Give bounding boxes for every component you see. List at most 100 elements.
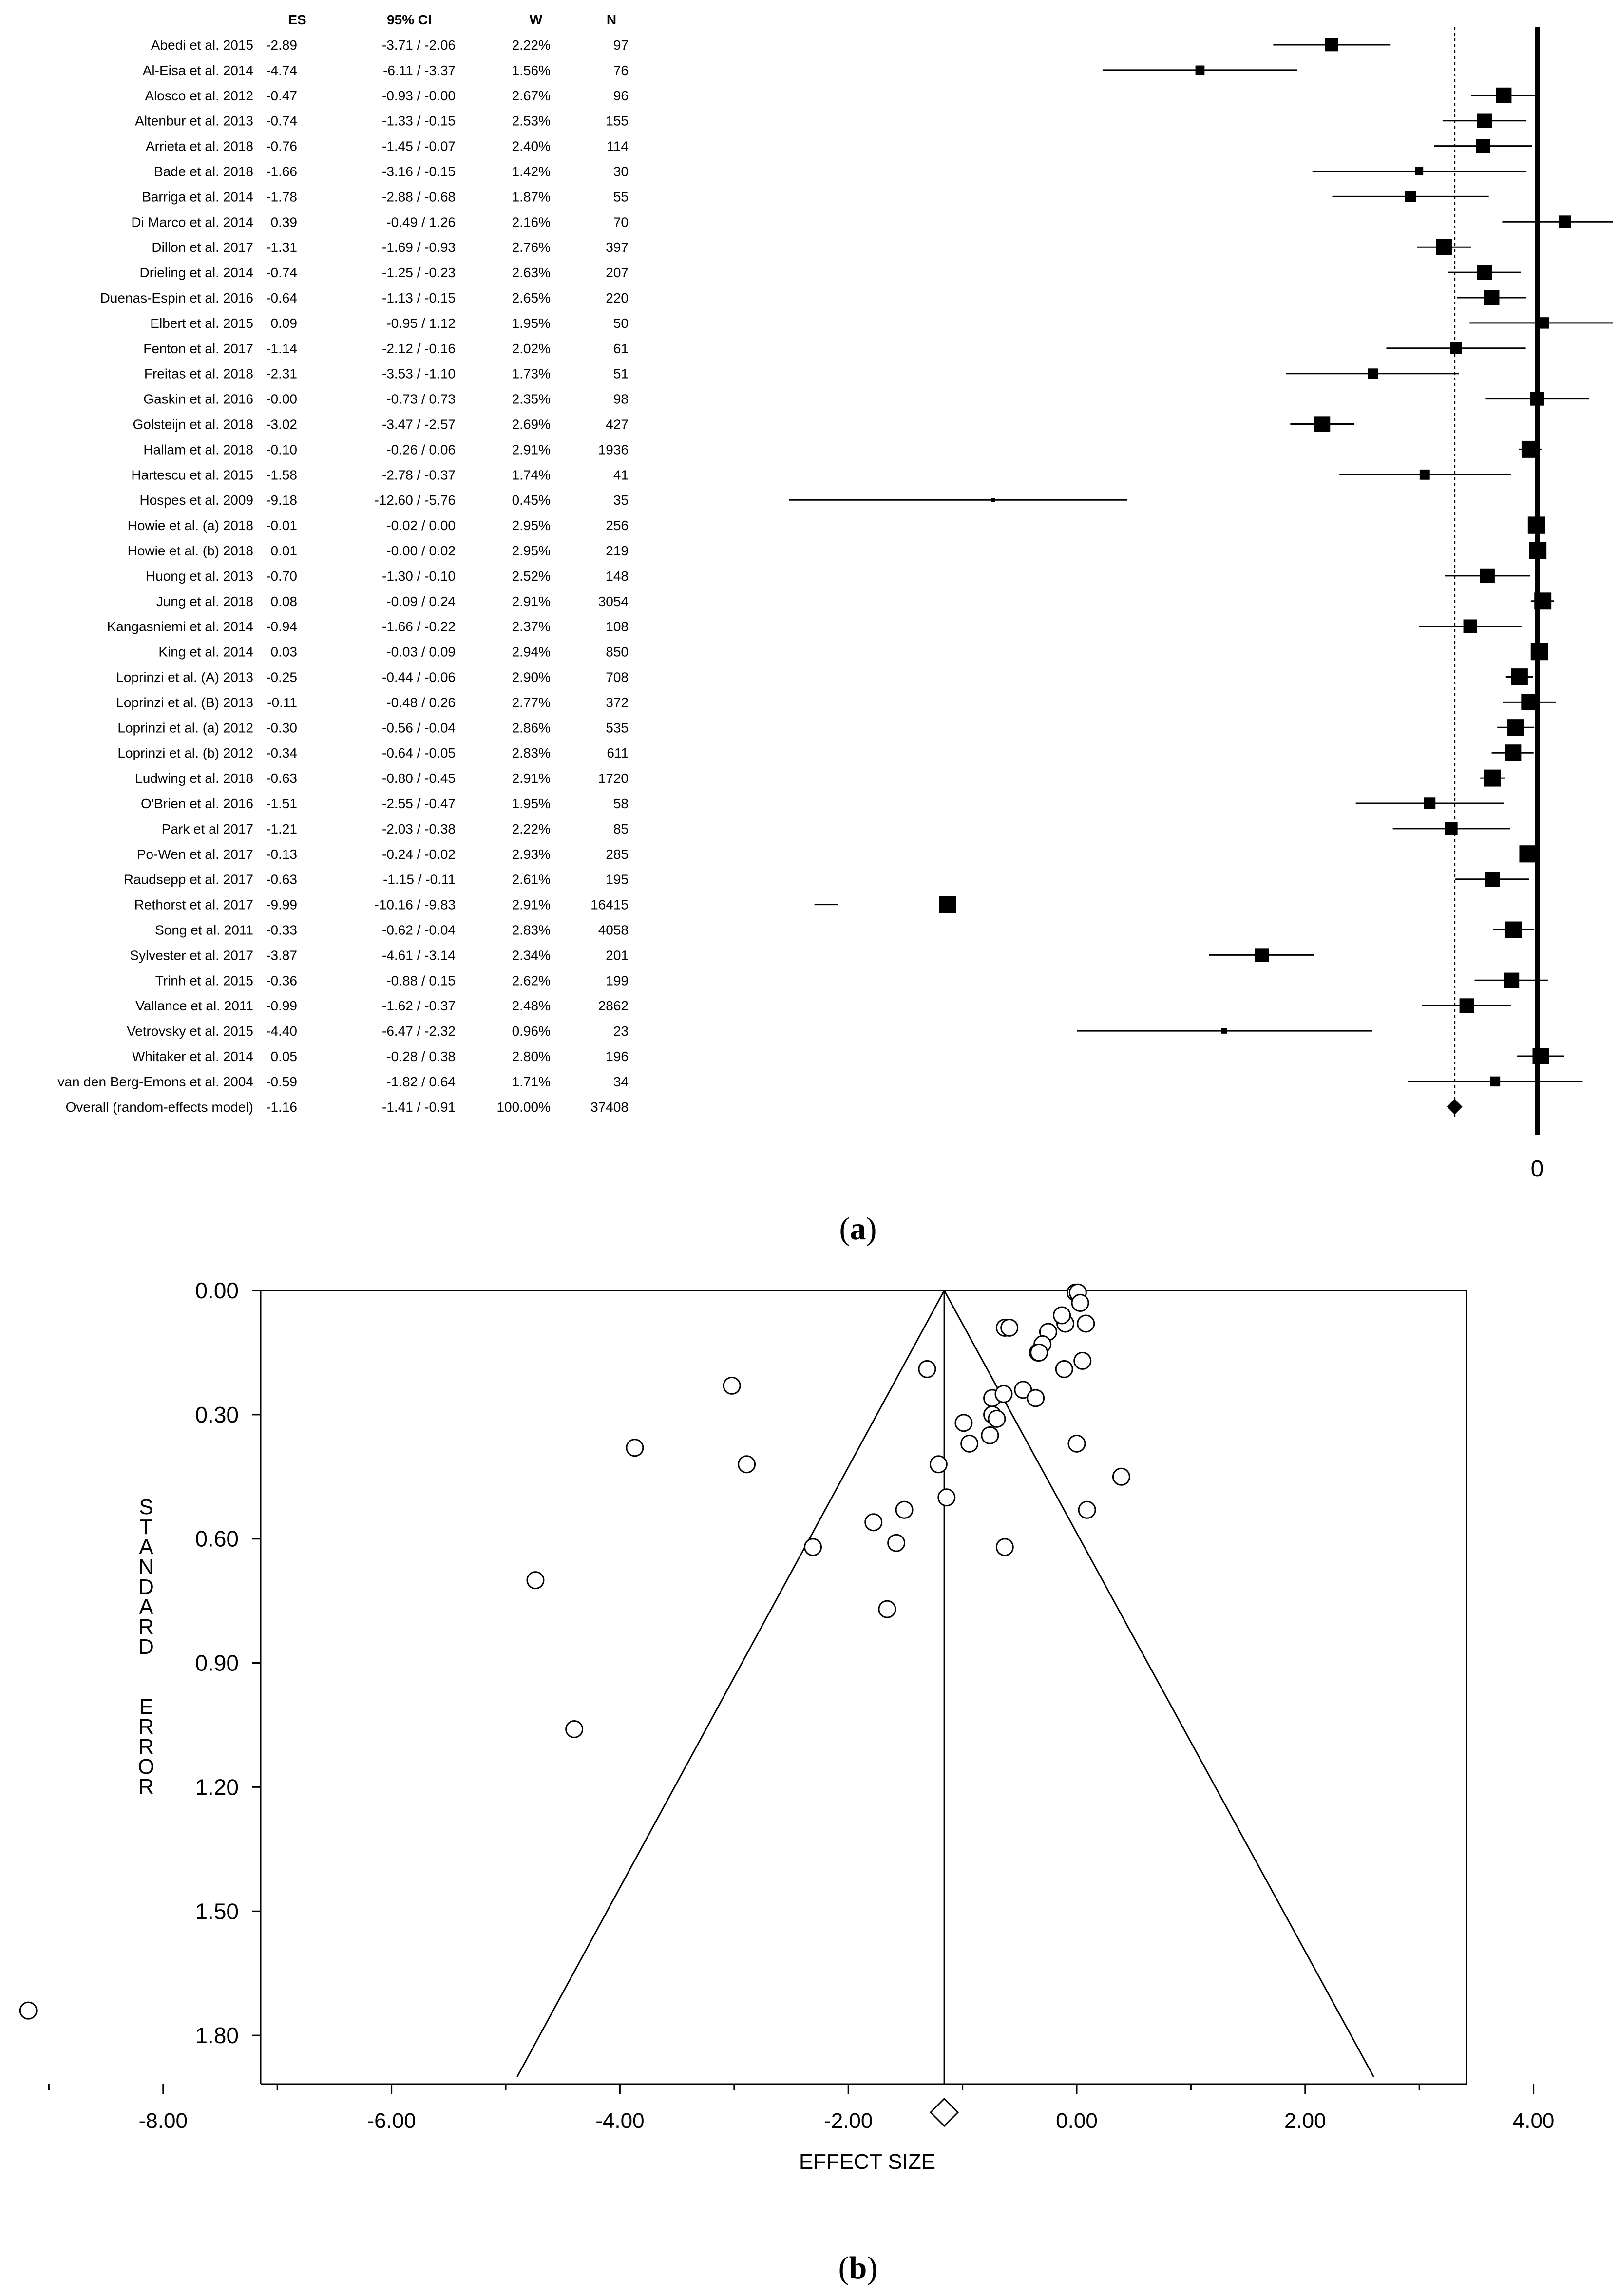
weight-value: 2.77% (512, 695, 551, 710)
effect-square (1477, 113, 1492, 128)
ci-value: -0.64 / -0.05 (382, 745, 456, 760)
n-value: 35 (613, 493, 629, 508)
study-point (626, 1439, 644, 1457)
weight-value: 2.76% (512, 240, 551, 255)
study-label: Hospes et al. 2009 (140, 493, 254, 508)
study-point (804, 1538, 822, 1556)
ci-value: -2.12 / -0.16 (382, 341, 456, 356)
weight-value: 2.37% (512, 619, 551, 634)
effect-square (1485, 872, 1500, 887)
effect-square (939, 896, 956, 913)
weight-value: 2.90% (512, 670, 551, 685)
n-value: 23 (613, 1024, 629, 1039)
caption-b: (b) (838, 2250, 878, 2286)
x-tick-label: 0.00 (1056, 2109, 1098, 2133)
ci-value: -2.78 / -0.37 (382, 467, 456, 482)
effect-square (1436, 239, 1452, 255)
x-tick-label: -6.00 (367, 2109, 416, 2133)
es-value: -2.31 (266, 366, 297, 381)
ci-value: -0.95 / 1.12 (386, 316, 456, 331)
study-point (887, 1534, 906, 1552)
y-axis-title-letter: A (139, 1595, 153, 1619)
n-value: 55 (613, 189, 629, 204)
es-value: -1.16 (266, 1100, 297, 1115)
effect-square (1255, 948, 1269, 962)
weight-value: 2.91% (512, 897, 551, 912)
es-value: -0.36 (266, 973, 297, 988)
weight-value: 2.83% (512, 745, 551, 760)
y-axis-title-letter: S (139, 1495, 153, 1519)
es-value: -1.21 (266, 821, 297, 836)
study-point (1027, 1389, 1045, 1407)
effect-square (1496, 87, 1512, 103)
n-value: 96 (613, 88, 629, 103)
y-axis-title-letter: O (138, 1755, 154, 1779)
ci-value: -2.55 / -0.47 (382, 796, 456, 811)
study-label: Al-Eisa et al. 2014 (143, 63, 253, 78)
effect-square (1445, 822, 1458, 835)
study-label: Fenton et al. 2017 (143, 341, 253, 356)
n-value: 98 (613, 392, 629, 407)
study-label: Howie et al. (b) 2018 (128, 543, 253, 558)
effect-square (1519, 845, 1537, 863)
study-label: Vallance et al. 2011 (135, 998, 253, 1013)
es-value: -3.87 (266, 948, 297, 963)
es-value: -0.64 (266, 290, 297, 305)
es-value: -1.14 (266, 341, 297, 356)
study-point (995, 1538, 1014, 1556)
effect-square (1490, 1076, 1501, 1087)
study-label: Golsteijn et al. 2018 (133, 417, 254, 432)
n-value: 114 (607, 139, 629, 154)
study-label: Dillon et al. 2017 (152, 240, 253, 255)
n-value: 16415 (590, 897, 629, 912)
weight-value: 2.53% (512, 114, 551, 129)
effect-square (1534, 592, 1552, 610)
ci-value: -3.53 / -1.10 (382, 366, 456, 381)
n-value: 397 (606, 240, 629, 255)
caption-a: (a) (839, 1211, 877, 1247)
n-value: 97 (613, 38, 629, 53)
ci-value: -0.26 / 0.06 (386, 442, 456, 457)
ci-value: -1.13 / -0.15 (382, 290, 456, 305)
ci-value: -0.56 / -0.04 (382, 720, 456, 735)
x-tick-label: -4.00 (595, 2109, 644, 2133)
study-label: Loprinzi et al. (b) 2012 (117, 745, 253, 760)
funnel-axes: 0.000.300.600.901.201.501.80-14.00-12.00… (48, 1278, 1554, 2174)
es-value: -0.30 (266, 720, 297, 735)
effect-square (1484, 769, 1501, 787)
forest-marks (789, 27, 1613, 1135)
zero-axis-label: 0 (1531, 1156, 1544, 1179)
effect-square (1521, 694, 1538, 711)
ci-value: -0.03 / 0.09 (386, 645, 456, 660)
effect-square (1415, 167, 1424, 176)
study-point (526, 1571, 545, 1590)
y-axis-title-letter: R (138, 1715, 154, 1739)
es-value: -0.01 (266, 518, 297, 533)
study-point (1071, 1293, 1089, 1312)
study-point (1014, 1381, 1032, 1399)
x-axis-title: EFFECT SIZE (799, 2150, 935, 2174)
effect-square (1477, 265, 1492, 280)
es-value: -0.11 (267, 695, 297, 710)
weight-value: 100.00% (496, 1100, 551, 1115)
n-value: 850 (606, 645, 629, 660)
n-value: 256 (606, 518, 629, 533)
x-tick-label: -2.00 (824, 2109, 873, 2133)
study-point (19, 2001, 38, 2020)
ci-value: -1.82 / 0.64 (386, 1074, 456, 1089)
es-value: -0.99 (266, 998, 297, 1013)
n-value: 51 (613, 366, 629, 381)
funnel-plot: 0.000.300.600.901.201.501.80-14.00-12.00… (19, 1278, 1554, 2174)
study-label: Altenbur et al. 2013 (135, 114, 253, 129)
effect-square (1532, 1048, 1549, 1064)
n-value: 708 (606, 670, 629, 685)
es-value: -9.18 (266, 493, 297, 508)
effect-square (991, 498, 995, 502)
n-value: 148 (606, 569, 629, 584)
study-label: Po-Wen et al. 2017 (137, 847, 253, 862)
study-point (738, 1455, 756, 1474)
weight-value: 2.65% (512, 290, 551, 305)
es-value: -1.51 (266, 796, 297, 811)
n-value: 61 (613, 341, 629, 356)
y-tick-label: 0.00 (195, 1278, 239, 1303)
